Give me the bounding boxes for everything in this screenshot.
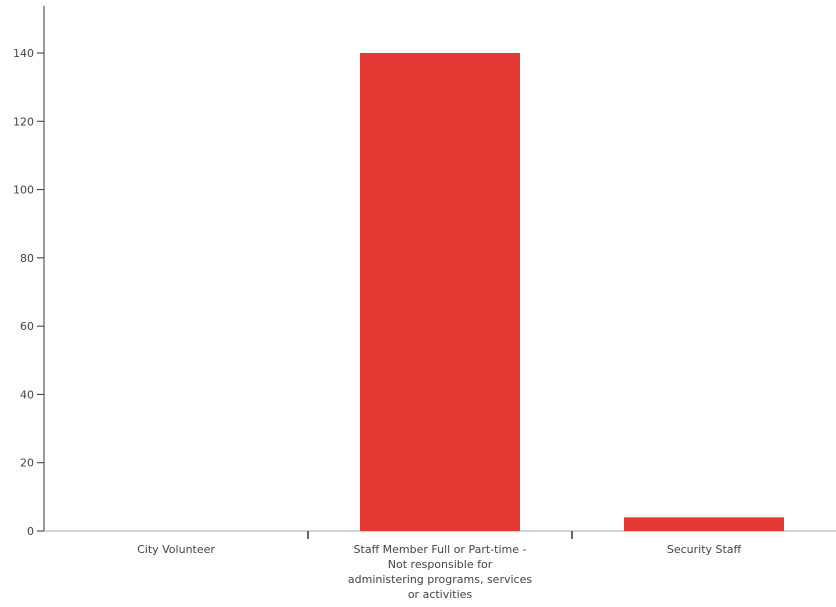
y-tick-label: 40 <box>20 388 34 401</box>
x-category-label: City Volunteer <box>137 543 215 556</box>
y-tick-label: 100 <box>13 184 34 197</box>
y-tick-label: 20 <box>20 457 34 470</box>
x-category-label-line: administering programs, services <box>348 573 532 586</box>
x-category-label-line: City Volunteer <box>137 543 215 556</box>
x-category-label: Security Staff <box>667 543 742 556</box>
y-tick-label: 80 <box>20 252 34 265</box>
y-tick-label: 140 <box>13 47 34 60</box>
x-category-label-line: Staff Member Full or Part-time - <box>354 543 527 556</box>
bars <box>360 53 784 531</box>
x-category-label-line: Not responsible for <box>388 558 493 571</box>
bar <box>360 53 520 531</box>
x-category-label-line: or activities <box>408 588 473 601</box>
y-tick-label: 60 <box>20 320 34 333</box>
y-tick-label: 0 <box>27 525 34 538</box>
labels: 0 20 40 60 80 100 120 140 City Volunteer Staff Me… <box>13 47 742 601</box>
y-tick-label: 120 <box>13 115 34 128</box>
x-category-label: Staff Member Full or Part-time - Not resp… <box>348 543 532 601</box>
x-category-label-line: Security Staff <box>667 543 742 556</box>
bar <box>624 517 784 531</box>
